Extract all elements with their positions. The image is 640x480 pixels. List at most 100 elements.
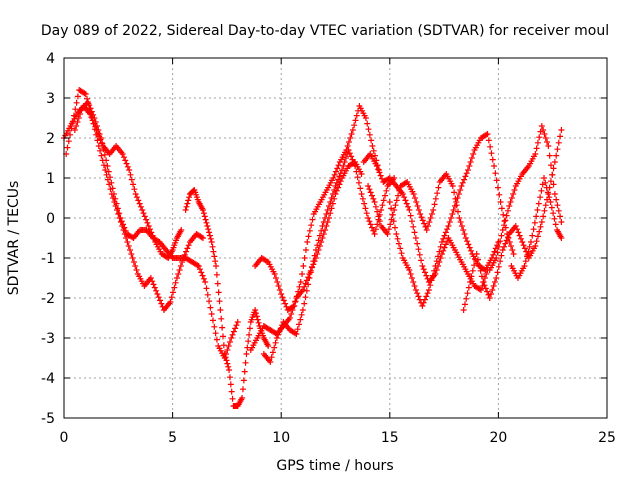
data-point [483,271,490,277]
data-point [420,299,427,306]
data-point [357,185,364,192]
data-point [348,153,355,160]
data-point [423,227,430,233]
data-point [127,171,134,178]
data-point [416,296,423,303]
data-point [491,248,498,255]
data-point [554,146,561,153]
data-point [200,275,207,282]
data-point [555,139,562,146]
data-point [558,235,565,241]
data-point [200,235,207,241]
data-point [419,303,426,309]
data-point [425,287,432,293]
data-point [202,279,209,285]
data-point [421,269,428,276]
data-point [75,115,82,121]
data-point [213,336,220,343]
data-point [110,191,117,197]
data-point [168,294,175,301]
data-point [419,263,426,269]
data-point [368,137,375,144]
data-point [403,200,410,207]
data-point [525,248,532,255]
data-point [374,208,381,215]
data-point [552,221,559,228]
data-point [86,102,93,109]
data-point [462,235,469,241]
data-point [416,251,423,258]
data-point [540,127,547,133]
data-point [454,195,461,201]
data-point [232,325,239,332]
data-point [350,159,357,166]
x-axis-label: GPS time / hours [276,458,393,474]
data-point [542,202,549,209]
data-point [362,205,369,212]
data-point [359,195,366,202]
data-point [302,294,309,301]
data-point [296,321,303,328]
data-point [485,291,492,298]
data-point [521,245,528,252]
data-point [515,229,522,236]
data-point [544,189,551,196]
data-point [298,311,305,318]
data-point [546,152,553,159]
data-point [450,207,457,213]
data-point [522,258,529,265]
data-point [154,291,161,297]
data-point [376,169,383,176]
data-point [396,187,403,194]
data-point [219,324,226,331]
data-point [139,207,146,213]
data-point [412,235,419,241]
data-point [444,226,451,233]
data-point [415,293,422,300]
data-point [311,252,318,259]
data-point [461,301,468,308]
data-point [112,195,119,202]
data-point [276,287,283,293]
data-point [122,157,129,164]
data-point [542,135,549,141]
data-point [481,275,488,281]
data-point [379,202,386,209]
data-point [130,259,137,265]
data-point [100,146,107,153]
data-point [275,283,282,289]
data-point [502,217,509,224]
y-tick-label: -4 [41,371,55,387]
data-point [349,156,356,163]
data-point [225,343,232,349]
data-point [196,266,203,273]
data-point [123,160,130,167]
data-point [216,298,223,305]
data-point [411,229,418,236]
data-point [94,137,101,144]
data-point [463,295,470,302]
data-point [204,223,211,229]
data-point [507,199,514,205]
data-point [371,199,378,205]
data-point [141,213,148,220]
data-point [74,119,81,125]
data-point [70,112,77,119]
data-point [427,215,434,221]
data-point [432,263,439,269]
data-point [293,331,300,337]
data-point [411,283,418,289]
data-point [395,240,402,247]
data-point [84,99,91,105]
data-point [510,191,517,197]
data-point [301,255,308,261]
data-point [222,354,229,361]
data-point [394,235,401,242]
data-point [263,258,270,265]
data-point [456,215,463,221]
data-point [239,395,246,401]
data-point [331,171,338,178]
data-point [253,310,260,317]
data-point [225,363,232,370]
data-point [490,251,497,258]
